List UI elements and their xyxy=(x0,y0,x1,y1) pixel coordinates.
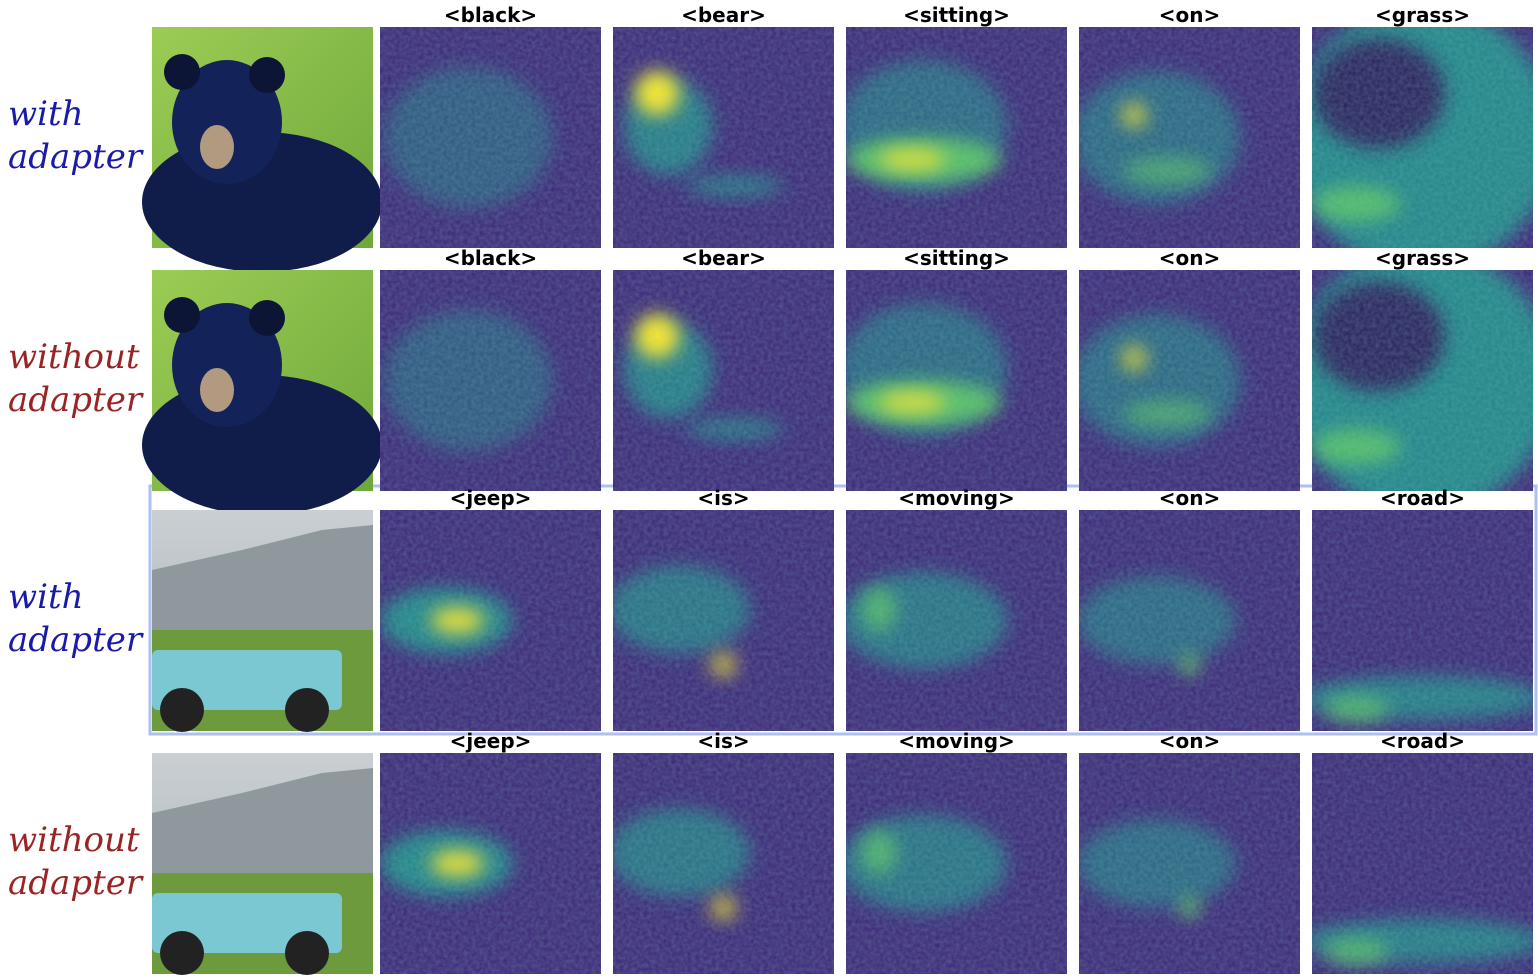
bear-ear xyxy=(164,297,200,333)
attention-map xyxy=(613,510,834,731)
token-label: <on> xyxy=(1159,729,1221,753)
token-label: <road> xyxy=(1380,486,1465,510)
map-noise xyxy=(613,270,834,491)
attention-map xyxy=(1079,753,1300,974)
attention-map xyxy=(1312,270,1533,491)
attention-map xyxy=(1079,27,1300,248)
bear-ear xyxy=(164,54,200,90)
bear-muzzle xyxy=(200,368,234,412)
attention-map xyxy=(613,753,834,974)
map-noise xyxy=(1312,27,1533,248)
token-label: <on> xyxy=(1159,486,1221,510)
token-label: <moving> xyxy=(898,729,1015,753)
attention-map xyxy=(846,510,1067,731)
row-label: adapter xyxy=(8,863,144,903)
row-label: adapter xyxy=(8,137,144,177)
token-label: <bear> xyxy=(681,246,766,270)
bear-ear xyxy=(249,300,285,336)
attention-map xyxy=(846,753,1067,974)
attention-map xyxy=(1312,27,1533,248)
row-label: adapter xyxy=(8,620,144,660)
map-noise xyxy=(1079,510,1300,731)
wheel xyxy=(285,688,329,732)
attention-map xyxy=(1312,510,1533,731)
token-label: <on> xyxy=(1159,3,1221,27)
token-label: <moving> xyxy=(898,486,1015,510)
attention-map xyxy=(613,27,834,248)
row-label: adapter xyxy=(8,380,144,420)
token-label: <road> xyxy=(1380,729,1465,753)
map-noise xyxy=(380,510,601,731)
wheel xyxy=(160,931,204,975)
map-noise xyxy=(1312,510,1533,731)
token-label: <grass> xyxy=(1375,3,1470,27)
attention-map xyxy=(1079,510,1300,731)
map-noise xyxy=(1079,270,1300,491)
row-label: with xyxy=(8,577,84,617)
wheel xyxy=(285,931,329,975)
wheel xyxy=(160,688,204,732)
map-noise xyxy=(380,27,601,248)
attention-map xyxy=(380,510,601,731)
map-noise xyxy=(1079,753,1300,974)
attention-map xyxy=(380,753,601,974)
map-noise xyxy=(846,270,1067,491)
mountain xyxy=(152,768,373,873)
attention-map xyxy=(846,27,1067,248)
map-noise xyxy=(1312,753,1533,974)
highlight-box xyxy=(148,484,1538,736)
token-label: <black> xyxy=(444,246,537,270)
token-label: <sitting> xyxy=(903,3,1010,27)
attention-map xyxy=(1312,753,1533,974)
token-label: <grass> xyxy=(1375,246,1470,270)
map-noise xyxy=(846,753,1067,974)
map-noise xyxy=(846,510,1067,731)
map-noise xyxy=(380,270,601,491)
map-noise xyxy=(380,753,601,974)
bear-muzzle xyxy=(200,125,234,169)
bear-head xyxy=(172,303,282,427)
attention-map xyxy=(380,27,601,248)
token-label: <is> xyxy=(697,729,749,753)
map-noise xyxy=(1312,270,1533,491)
token-label: <black> xyxy=(444,3,537,27)
map-noise xyxy=(613,27,834,248)
row-label: without xyxy=(8,820,140,860)
token-label: <bear> xyxy=(681,3,766,27)
mountain xyxy=(152,525,373,630)
token-label: <jeep> xyxy=(450,729,532,753)
token-label: <jeep> xyxy=(450,486,532,510)
bear-head xyxy=(172,60,282,184)
attention-map xyxy=(846,270,1067,491)
map-noise xyxy=(846,27,1067,248)
row-label: without xyxy=(8,337,140,377)
map-noise xyxy=(613,510,834,731)
bear-ear xyxy=(249,57,285,93)
attention-map xyxy=(1079,270,1300,491)
row-label: with xyxy=(8,94,84,134)
map-noise xyxy=(613,753,834,974)
token-label: <sitting> xyxy=(903,246,1010,270)
token-label: <is> xyxy=(697,486,749,510)
map-noise xyxy=(1079,27,1300,248)
attention-map xyxy=(380,270,601,491)
attention-map xyxy=(613,270,834,491)
token-label: <on> xyxy=(1159,246,1221,270)
